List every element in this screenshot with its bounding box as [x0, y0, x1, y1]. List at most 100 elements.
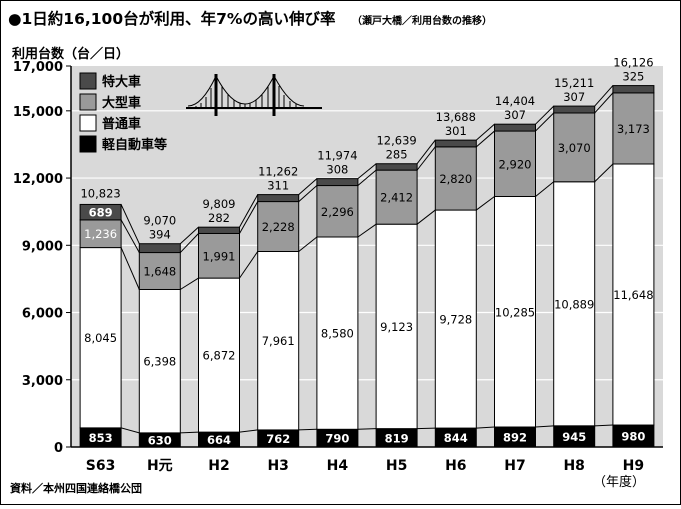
data-label: 301 — [445, 124, 467, 138]
data-label: 311 — [267, 179, 289, 193]
total-label: 15,211 — [554, 76, 594, 90]
x-tick-label: H9 — [623, 458, 644, 474]
connector-line — [594, 85, 614, 107]
data-label: 2,296 — [321, 205, 354, 219]
data-label: 307 — [504, 108, 526, 122]
source-note: 資料／本州四国連絡橋公団 — [10, 481, 142, 495]
data-label: 819 — [385, 431, 409, 445]
connector-line — [594, 92, 614, 114]
total-label: 11,974 — [317, 149, 357, 163]
data-label: 844 — [444, 431, 468, 445]
connector-line — [535, 105, 555, 125]
x-tick-label: H6 — [445, 458, 466, 474]
data-label: 892 — [503, 431, 527, 445]
bar-segment — [612, 85, 655, 94]
data-label: 6,398 — [143, 355, 176, 369]
legend-label: 特大車 — [102, 74, 141, 90]
legend-swatch — [79, 135, 97, 153]
connector-line — [535, 425, 554, 428]
connector-line — [239, 251, 259, 279]
connector-line — [535, 112, 555, 132]
bar-segment — [198, 232, 240, 279]
bar-segment — [494, 130, 536, 198]
data-label: 9,123 — [380, 320, 413, 334]
total-label: 9,809 — [203, 197, 236, 211]
legend-swatch — [79, 114, 97, 132]
data-label: 9,728 — [439, 313, 472, 327]
connector-line — [120, 204, 140, 244]
total-label: 12,639 — [376, 134, 416, 148]
x-axis-title: （年度） — [593, 474, 645, 490]
bar-segment — [79, 219, 122, 249]
connector-line — [416, 209, 436, 225]
connector-line — [298, 236, 318, 252]
legend-label: 大型車 — [102, 95, 141, 111]
legend-label: 普通車 — [102, 116, 141, 132]
data-label: 282 — [208, 211, 230, 225]
data-label: 1,648 — [143, 265, 176, 279]
bar-segment — [257, 194, 300, 203]
data-label: 394 — [149, 228, 171, 242]
bar-segment — [494, 196, 536, 428]
bar-segment — [494, 123, 536, 132]
connector-line — [417, 427, 436, 430]
data-label: 8,580 — [321, 327, 354, 341]
total-label: 14,404 — [495, 94, 535, 108]
data-label: 3,070 — [558, 141, 591, 155]
data-label: 630 — [148, 433, 172, 447]
data-label: 3,173 — [617, 122, 650, 136]
data-label: 10,285 — [495, 305, 535, 319]
connector-line — [357, 428, 377, 430]
connector-line — [594, 424, 613, 427]
connector-line — [120, 219, 140, 253]
connector-line — [298, 428, 317, 431]
connector-line — [179, 233, 199, 253]
bar-segment — [138, 243, 181, 254]
bridge-icon — [186, 74, 322, 116]
plot-area: 0 3,000 6,000 9,000 12,000 15,000 17,000 853 8,0… — [13, 56, 663, 474]
y-tick-label: 0 — [54, 441, 63, 456]
connector-line — [475, 123, 495, 141]
bar-segment — [316, 178, 359, 187]
bar-segment — [612, 92, 655, 165]
data-label: 1,991 — [203, 249, 236, 263]
connector-line — [180, 431, 199, 434]
bar-segment — [434, 209, 477, 429]
data-label: 2,412 — [380, 191, 413, 205]
connector-line — [120, 427, 140, 434]
chart-subtitle: （瀬戸大橋／利用台数の推移） — [352, 14, 492, 27]
connector-line — [476, 196, 495, 211]
bar-segment — [138, 288, 181, 434]
y-tick-label: 17,000 — [13, 60, 63, 75]
bar-segment — [316, 185, 359, 238]
bar-segment — [79, 247, 122, 429]
y-tick-label: 9,000 — [22, 239, 63, 254]
connector-line — [179, 226, 199, 245]
connector-line — [298, 178, 318, 195]
data-label: 853 — [89, 431, 113, 445]
data-label: 1,236 — [84, 227, 117, 241]
legend-swatch — [79, 93, 97, 111]
connector-line — [239, 194, 259, 228]
data-label: 2,920 — [499, 157, 532, 171]
bar-segment — [198, 226, 240, 234]
connector-line — [180, 277, 199, 290]
data-label: 8,045 — [84, 331, 117, 345]
data-label: 7,961 — [262, 334, 295, 348]
bar-segment — [79, 203, 122, 221]
bar-segment — [316, 236, 359, 430]
data-label: 689 — [89, 206, 113, 220]
connector-line — [239, 429, 258, 433]
data-label: 945 — [562, 430, 586, 444]
data-label: 285 — [386, 148, 408, 162]
connector-line — [239, 201, 259, 234]
legend-label: 軽自動車等 — [102, 137, 167, 153]
data-label: 2,228 — [262, 220, 295, 234]
x-tick-label: H元 — [147, 458, 173, 474]
connector-line — [298, 185, 318, 202]
data-label: 6,872 — [203, 349, 236, 363]
bar-segment — [434, 146, 477, 211]
x-tick-label: H3 — [267, 458, 288, 474]
